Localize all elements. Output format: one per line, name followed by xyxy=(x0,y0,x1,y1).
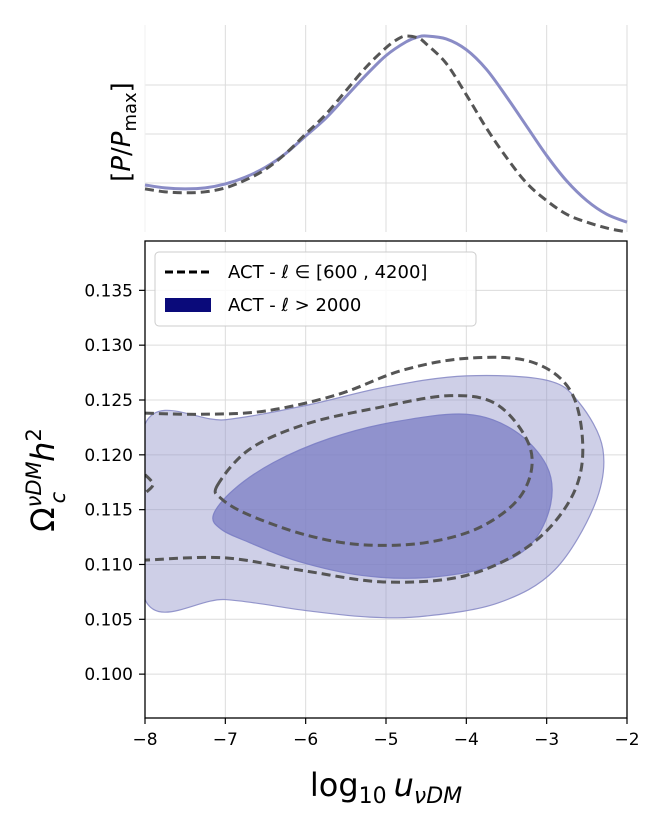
y-tick-label: 0.125 xyxy=(84,391,133,411)
x-tick-label: −2 xyxy=(614,730,639,750)
xlabel-log: log xyxy=(310,766,359,804)
ylabel-slash: / xyxy=(107,147,137,156)
ylabel-pmax-sub: max xyxy=(120,92,141,132)
y-tick-label: 0.100 xyxy=(84,665,133,685)
x-tick-label: −8 xyxy=(132,730,157,750)
contour-ticks: −8 −7 −6 −5 −4 −3 −2 0.100 0.105 0.110 0.115 0.120 0… xyxy=(84,281,639,750)
x-tick-label: −4 xyxy=(454,730,479,750)
contour-dashed-3 xyxy=(213,394,534,547)
contour-dashed-4 xyxy=(145,473,155,495)
ylabel-omega-sub: c xyxy=(46,491,70,503)
y-tick-label: 0.135 xyxy=(84,281,133,301)
x-tick-label: −6 xyxy=(293,730,318,750)
ylabel-p: P xyxy=(107,156,137,172)
marginal-grid xyxy=(144,25,628,232)
ylabel-close-bracket: ] xyxy=(107,82,137,92)
y-tick-label: 0.105 xyxy=(84,610,133,630)
xlabel-u: u xyxy=(394,766,414,804)
contour-series xyxy=(145,355,605,619)
contour-plot-area xyxy=(145,355,605,619)
x-tick-label: −5 xyxy=(373,730,398,750)
ylabel-pmax: P xyxy=(107,131,137,147)
legend-filled-swatch xyxy=(165,298,211,312)
contour-panel: −8 −7 −6 −5 −4 −3 −2 0.100 0.105 0.110 0.115 0.120 0… xyxy=(22,240,640,809)
ylabel-h: h xyxy=(24,442,62,462)
ylabel-h-exp: 2 xyxy=(22,428,46,441)
legend: ACT - ℓ ∈ [600 , 4200] ACT - ℓ > 2000 xyxy=(154,251,477,327)
y-tick-label: 0.130 xyxy=(84,336,133,356)
contour-ylabel: ΩνDMc h2 xyxy=(22,428,70,532)
marginal-panel: [P/Pmax] xyxy=(107,25,628,234)
xlabel-log-base: 10 xyxy=(359,784,387,809)
y-tick-label: 0.110 xyxy=(84,555,133,575)
legend-label-act-high-l: ACT - ℓ > 2000 xyxy=(228,295,361,316)
marginal-ylabel: [P/Pmax] xyxy=(107,82,141,182)
marginal-series xyxy=(144,34,628,234)
legend-label-act-full: ACT - ℓ ∈ [600 , 4200] xyxy=(228,262,427,283)
ylabel-omega: Ω xyxy=(24,507,62,531)
contour-fill-1 xyxy=(212,413,553,579)
marginal-curve-act-high-l xyxy=(144,34,628,224)
xlabel-u-sub: νDM xyxy=(414,784,462,809)
y-tick-label: 0.115 xyxy=(84,501,133,521)
contour-xlabel: log10 uνDM xyxy=(310,766,462,809)
marginal-curve-act-full xyxy=(144,34,628,234)
legend-box xyxy=(154,251,477,327)
ylabel-open-bracket: [ xyxy=(107,172,137,182)
x-tick-label: −3 xyxy=(534,730,559,750)
y-tick-label: 0.120 xyxy=(84,446,133,466)
ylabel-omega-sup: νDM xyxy=(22,461,46,507)
x-tick-label: −7 xyxy=(213,730,238,750)
